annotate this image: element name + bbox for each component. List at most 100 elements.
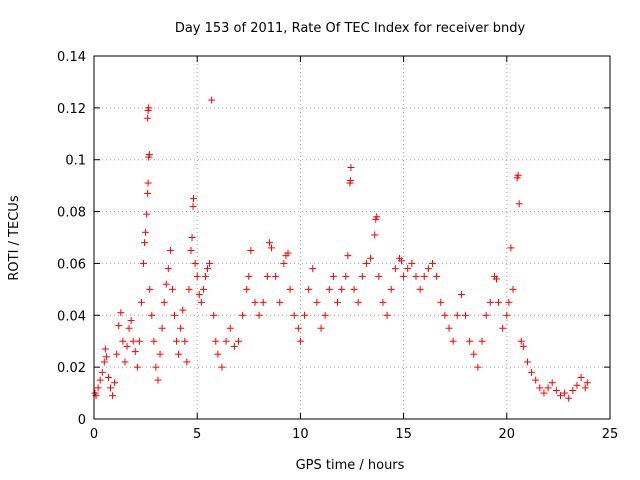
data-point: [195, 291, 203, 299]
data-point: [188, 234, 196, 241]
axis-ticks: [93, 55, 611, 420]
data-point: [96, 376, 104, 384]
data-point: [119, 337, 127, 345]
data-point: [131, 348, 139, 356]
data-point: [317, 324, 325, 332]
data-point: [404, 265, 412, 273]
data-point: [181, 337, 189, 345]
y-tick-label: 0.08: [57, 206, 86, 221]
data-point: [206, 259, 214, 267]
data-point: [347, 163, 355, 171]
data-point: [577, 374, 585, 382]
data-point: [272, 272, 280, 280]
data-point: [247, 246, 255, 254]
data-point: [338, 285, 346, 293]
data-point: [362, 259, 370, 267]
x-tick-label: 5: [193, 427, 201, 442]
y-tick-label: 0.06: [57, 257, 86, 272]
data-point: [321, 311, 329, 319]
data-point: [146, 285, 154, 293]
data-point: [344, 252, 352, 260]
data-point: [486, 298, 494, 306]
data-point: [123, 342, 131, 350]
data-point: [133, 363, 141, 371]
data-point: [515, 200, 523, 208]
data-point: [505, 298, 513, 306]
data-point: [536, 384, 544, 392]
x-axis-title: GPS time / hours: [296, 458, 405, 473]
data-point: [265, 239, 273, 247]
data-point: [387, 285, 395, 293]
data-point: [109, 392, 117, 400]
data-point: [296, 337, 304, 345]
data-point: [234, 337, 242, 345]
data-point: [243, 285, 251, 293]
data-point: [373, 213, 381, 221]
y-tick-label: 0.14: [57, 50, 86, 65]
data-point: [290, 311, 298, 319]
data-point: [121, 358, 129, 366]
data-point: [548, 379, 556, 387]
data-point: [111, 379, 119, 387]
data-point: [268, 244, 276, 252]
data-point: [135, 337, 143, 345]
data-point: [125, 324, 133, 332]
data-point: [210, 311, 218, 319]
data-point: [400, 272, 408, 280]
data-point: [367, 254, 375, 262]
data-point: [218, 363, 226, 371]
data-point: [565, 394, 573, 402]
data-point: [354, 298, 362, 306]
data-point: [433, 272, 441, 280]
data-point: [170, 311, 178, 319]
data-point: [383, 311, 391, 319]
data-point: [276, 298, 284, 306]
data-point: [212, 337, 220, 345]
data-point: [573, 381, 581, 389]
y-tick-label: 0.12: [57, 102, 86, 117]
data-point: [230, 342, 238, 350]
data-point: [141, 239, 149, 247]
data-point: [441, 311, 449, 319]
data-point: [98, 368, 106, 376]
data-point: [201, 272, 209, 280]
data-point: [158, 324, 166, 332]
x-tick-label: 0: [90, 427, 98, 442]
data-point: [301, 311, 309, 319]
data-point: [492, 275, 500, 283]
data-point: [94, 384, 102, 392]
data-point: [514, 171, 522, 179]
data-point: [185, 285, 193, 293]
data-point: [145, 104, 153, 112]
data-point: [462, 311, 470, 319]
data-point: [581, 384, 589, 392]
x-tick-labels: 0 5 10 15 20 25: [90, 427, 618, 442]
data-point: [199, 285, 207, 293]
data-point: [144, 189, 152, 197]
data-point: [350, 285, 358, 293]
data-point: [259, 298, 267, 306]
data-point: [528, 368, 536, 376]
data-point: [561, 389, 569, 397]
data-point: [226, 324, 234, 332]
data-point: [408, 259, 416, 267]
data-point: [115, 322, 123, 330]
data-point: [466, 337, 474, 345]
data-point: [187, 246, 195, 254]
data-point: [177, 324, 185, 332]
data-point: [193, 272, 201, 280]
data-point: [144, 114, 152, 122]
data-point: [175, 350, 183, 358]
data-point: [160, 298, 168, 306]
data-point: [222, 337, 230, 345]
data-point: [144, 179, 152, 187]
data-point: [142, 228, 150, 236]
data-point: [346, 176, 354, 184]
data-point: [453, 311, 461, 319]
data-point: [379, 298, 387, 306]
data-point: [113, 350, 121, 358]
data-point: [152, 363, 160, 371]
data-point: [449, 337, 457, 345]
data-point: [412, 272, 420, 280]
data-point: [263, 272, 271, 280]
